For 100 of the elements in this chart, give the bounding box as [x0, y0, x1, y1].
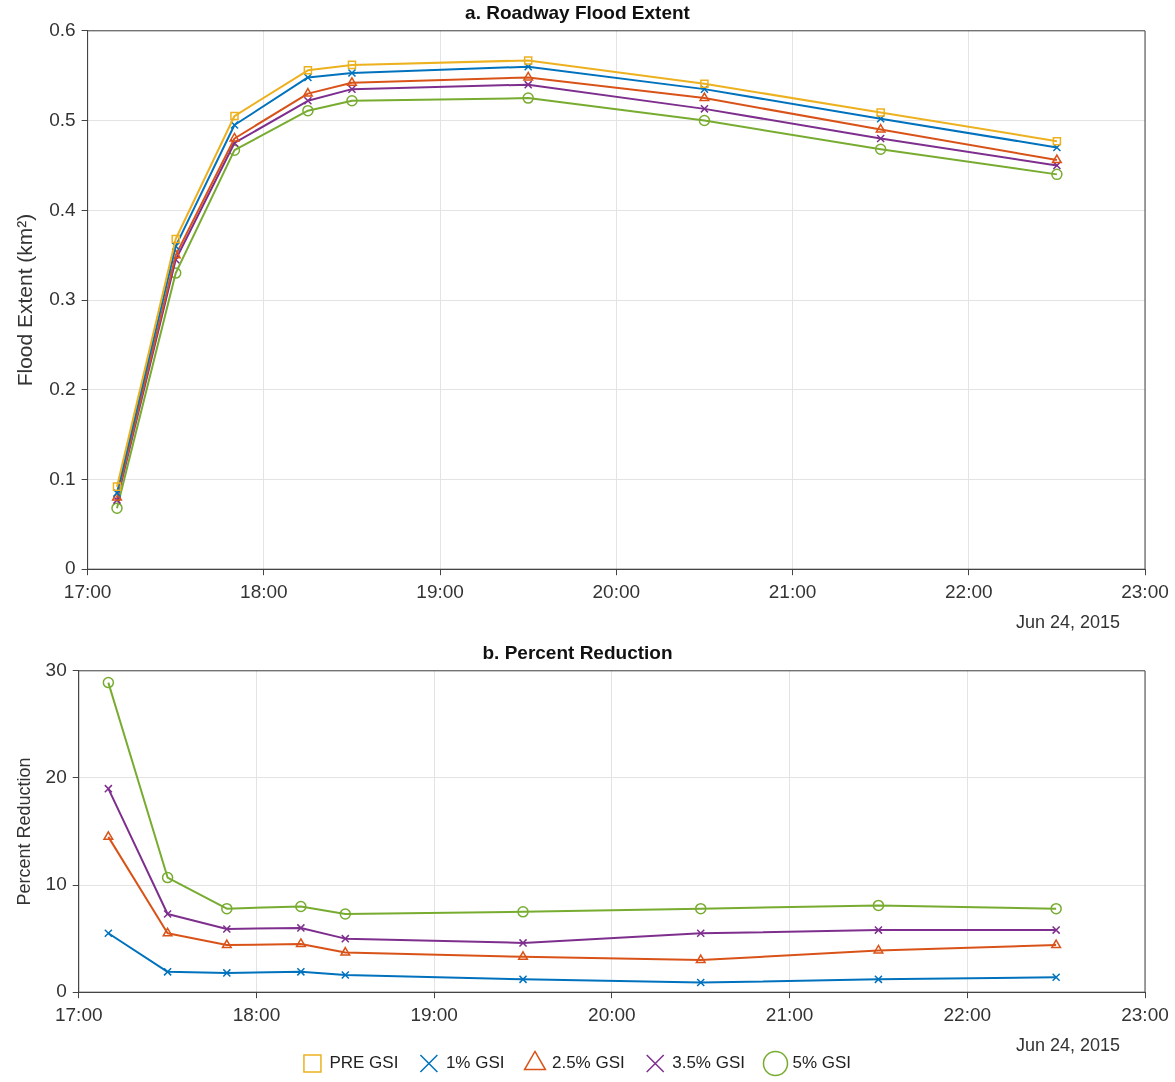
point	[221, 902, 233, 915]
point	[876, 108, 885, 117]
point	[302, 87, 313, 97]
point	[347, 68, 357, 78]
point	[111, 502, 123, 514]
y-tick-label: 0.4	[49, 198, 77, 220]
y-tick-label: 0	[56, 980, 67, 1002]
point	[296, 923, 306, 933]
chart-title: b. Percent Reduction	[482, 641, 673, 663]
point	[1051, 925, 1061, 935]
text: Jun 24, 2015	[1015, 1034, 1120, 1055]
point	[171, 234, 181, 244]
x-tick-label: 17:00	[54, 1003, 103, 1025]
point	[518, 975, 528, 984]
point	[696, 928, 706, 938]
point	[522, 92, 534, 104]
point	[161, 871, 174, 884]
point	[874, 975, 883, 984]
point	[230, 120, 239, 130]
point	[112, 495, 122, 505]
y-tick-label: 10	[45, 873, 67, 895]
y-axis-title: Percent Reduction	[13, 757, 34, 906]
point	[346, 95, 358, 107]
point	[873, 944, 884, 954]
x-tick-label: 21:00	[768, 580, 817, 602]
point	[346, 77, 358, 87]
point	[876, 134, 885, 143]
point	[295, 938, 306, 948]
point	[341, 934, 350, 943]
point	[700, 104, 709, 114]
point	[341, 970, 350, 980]
x-tick-label: 21:00	[765, 1003, 814, 1025]
point	[523, 80, 533, 89]
point	[518, 938, 528, 948]
point	[700, 79, 709, 89]
point	[303, 96, 313, 106]
legend-label: 1% GSI	[445, 1053, 505, 1073]
point	[517, 951, 529, 961]
point	[874, 143, 887, 155]
x-tick-label: 18:00	[232, 1003, 281, 1025]
point	[695, 954, 706, 964]
legend-label: 2.5% GSI	[551, 1053, 625, 1073]
x-tick-label: 22:00	[945, 580, 993, 602]
point	[1051, 154, 1062, 164]
x-tick-label: 22:00	[943, 1003, 992, 1025]
legend-label: PRE GSI	[329, 1053, 399, 1073]
point	[1052, 161, 1062, 170]
x-tick-label: 18:00	[240, 580, 288, 602]
point	[700, 84, 709, 94]
point	[523, 56, 533, 65]
point	[102, 676, 115, 689]
point	[112, 482, 122, 491]
x-tick-label: 19:00	[416, 580, 464, 602]
point	[303, 66, 313, 75]
point	[523, 62, 533, 71]
x-tick-label: 20:00	[592, 580, 641, 602]
y-tick-label: 0.2	[49, 377, 76, 399]
y-tick-label: 0.3	[49, 288, 76, 310]
point	[1052, 143, 1062, 152]
point	[103, 831, 114, 841]
point	[303, 73, 313, 82]
point	[230, 111, 239, 121]
point	[295, 900, 307, 913]
text: Jun 24, 2015	[1015, 611, 1120, 632]
point	[876, 114, 885, 124]
point	[162, 927, 173, 937]
point	[694, 902, 707, 915]
point	[222, 968, 232, 978]
point	[875, 123, 886, 133]
point	[523, 71, 534, 81]
point	[347, 60, 357, 70]
point	[874, 925, 883, 935]
point	[302, 104, 314, 117]
point	[696, 978, 706, 987]
point	[229, 132, 240, 142]
x-tick-label: 20:00	[588, 1003, 636, 1025]
point	[517, 906, 529, 918]
point	[163, 909, 172, 919]
point	[1050, 902, 1062, 915]
point	[222, 924, 232, 934]
x-tick-label: 17:00	[63, 580, 112, 602]
point	[221, 939, 232, 949]
point	[104, 784, 113, 793]
point	[698, 114, 711, 127]
point	[163, 967, 172, 977]
point	[1051, 972, 1061, 982]
y-tick-label: 30	[45, 659, 67, 681]
legend-label: 3.5% GSI	[672, 1053, 745, 1073]
y-tick-label: 0	[65, 557, 76, 579]
point	[104, 928, 113, 938]
y-tick-label: 0.1	[49, 467, 76, 489]
point	[1051, 168, 1063, 181]
y-tick-label: 0.6	[49, 19, 76, 41]
point	[296, 967, 306, 977]
x-tick-label: 23:00	[1121, 580, 1169, 602]
y-tick-label: 0.5	[49, 108, 76, 130]
y-axis-title: Flood Extent (km²)	[13, 213, 37, 387]
x-tick-label: 19:00	[410, 1003, 458, 1025]
legend-label: 5% GSI	[792, 1053, 852, 1073]
point	[1051, 939, 1062, 949]
